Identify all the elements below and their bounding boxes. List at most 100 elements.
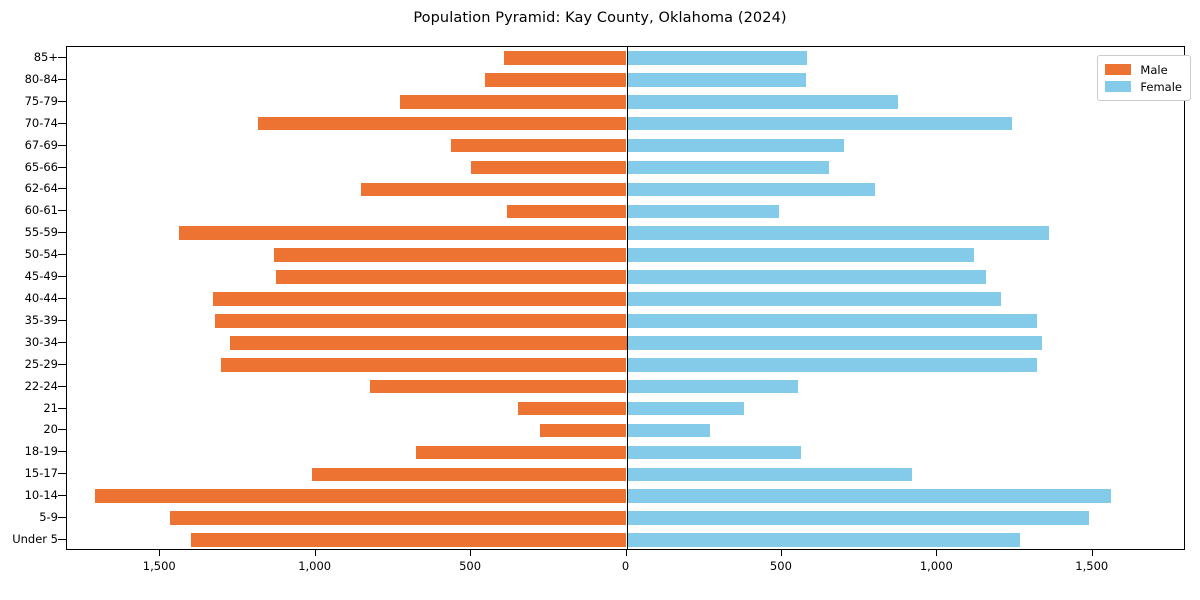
y-axis-tick-label: 80-84 — [24, 71, 58, 86]
bar-female — [626, 94, 898, 109]
bar-row — [67, 401, 1184, 416]
bar-female — [626, 160, 829, 175]
legend-entry-male: Male — [1105, 61, 1182, 78]
bar-row — [67, 511, 1184, 525]
bar-row — [67, 182, 1184, 197]
y-axis-tick-mark — [58, 56, 66, 58]
bar-male — [539, 423, 627, 438]
bar-female — [626, 204, 779, 219]
bar-row — [67, 51, 1184, 65]
y-axis-tick-mark — [58, 341, 66, 343]
plot-area — [66, 46, 1185, 550]
bar-male — [471, 160, 627, 175]
y-axis-tick-label: 25-29 — [24, 356, 58, 371]
y-axis-tick-mark — [58, 539, 66, 541]
bar-row — [67, 248, 1184, 262]
y-axis-tick-label: 45-49 — [24, 269, 58, 284]
x-axis-tick-label: 500 — [769, 559, 792, 573]
bar-male — [94, 489, 627, 503]
y-axis-tick-label: 67-69 — [24, 137, 58, 152]
y-axis-tick-mark — [58, 276, 66, 278]
x-axis-tick-mark — [780, 550, 782, 556]
bar-male — [370, 379, 627, 394]
bar-row — [67, 467, 1184, 482]
legend-label-male: Male — [1140, 62, 1168, 77]
bar-female — [626, 292, 1002, 306]
bar-male — [190, 533, 627, 547]
y-axis-tick-mark — [58, 210, 66, 212]
y-axis-tick-mark — [58, 473, 66, 475]
y-axis-tick-mark — [58, 166, 66, 168]
y-axis-tick-label: 20 — [43, 422, 58, 437]
y-axis-tick-mark — [58, 144, 66, 146]
y-axis-tick-mark — [58, 517, 66, 519]
bar-row — [67, 94, 1184, 109]
legend: Male Female — [1097, 55, 1191, 101]
x-axis-tick-mark — [314, 550, 316, 556]
y-axis-tick-label: 50-54 — [24, 247, 58, 262]
bar-male — [504, 51, 627, 65]
bar-female — [626, 511, 1090, 525]
bar-female — [626, 248, 975, 262]
y-axis-tick-label: 70-74 — [24, 115, 58, 130]
y-axis-tick-label: 5-9 — [39, 510, 58, 525]
legend-swatch-female — [1105, 81, 1132, 92]
y-axis-tick-labels: 85+ 80-84 75-79 70-74 67-69 65-66 62-64 60-61 55… — [0, 46, 58, 550]
bar-female — [626, 489, 1111, 503]
bar-row — [67, 160, 1184, 175]
bar-male — [416, 445, 627, 460]
y-axis-tick-label: 60-61 — [24, 203, 58, 218]
y-axis-tick-label: 85+ — [33, 49, 58, 64]
x-axis-tick-marks — [66, 550, 1185, 558]
bar-male — [220, 357, 627, 372]
y-axis-tick-label: 35-39 — [24, 312, 58, 327]
bar-female — [626, 336, 1043, 350]
bar-female — [626, 379, 799, 394]
y-axis-tick-label: 55-59 — [24, 225, 58, 240]
x-axis-tick-mark — [159, 550, 161, 556]
y-axis-tick-label: 75-79 — [24, 93, 58, 108]
x-axis-tick-mark — [625, 550, 627, 556]
x-axis-tick-mark — [1091, 550, 1093, 556]
x-axis-tick-mark — [936, 550, 938, 556]
y-axis-tick-mark — [58, 122, 66, 124]
y-axis-tick-label: 30-34 — [24, 334, 58, 349]
bar-row — [67, 423, 1184, 438]
bar-female — [626, 467, 912, 482]
bar-row — [67, 533, 1184, 547]
legend-swatch-male — [1105, 64, 1132, 75]
bar-male — [214, 314, 627, 328]
y-axis-tick-label: 21 — [43, 400, 58, 415]
y-axis-tick-label: 15-17 — [24, 466, 58, 481]
bar-row — [67, 226, 1184, 241]
bar-row — [67, 336, 1184, 350]
y-axis-tick-label: Under 5 — [12, 532, 58, 547]
bar-male — [311, 467, 627, 482]
bar-female — [626, 423, 711, 438]
legend-label-female: Female — [1140, 79, 1182, 94]
bar-female — [626, 445, 801, 460]
y-axis-tick-mark — [58, 385, 66, 387]
x-axis-tick-label: 1,000 — [919, 559, 953, 573]
y-axis-tick-mark — [58, 232, 66, 234]
y-axis-tick-label: 18-19 — [24, 444, 58, 459]
bar-female — [626, 116, 1012, 131]
bar-male — [485, 73, 627, 87]
bar-female — [626, 314, 1038, 328]
bar-row — [67, 138, 1184, 153]
bar-row — [67, 357, 1184, 372]
bar-row — [67, 270, 1184, 284]
y-axis-tick-mark — [58, 407, 66, 409]
x-axis-tick-mark — [470, 550, 472, 556]
y-axis-tick-mark — [58, 298, 66, 299]
y-axis-tick-label: 10-14 — [24, 488, 58, 503]
bar-female — [626, 138, 845, 153]
bar-male — [213, 292, 627, 306]
x-axis-tick-label: 1,000 — [298, 559, 332, 573]
bar-row — [67, 489, 1184, 503]
bar-row — [67, 445, 1184, 460]
x-axis-tick-label: 500 — [459, 559, 482, 573]
bar-male — [230, 336, 627, 350]
x-axis-tick-label: 0 — [621, 559, 630, 573]
